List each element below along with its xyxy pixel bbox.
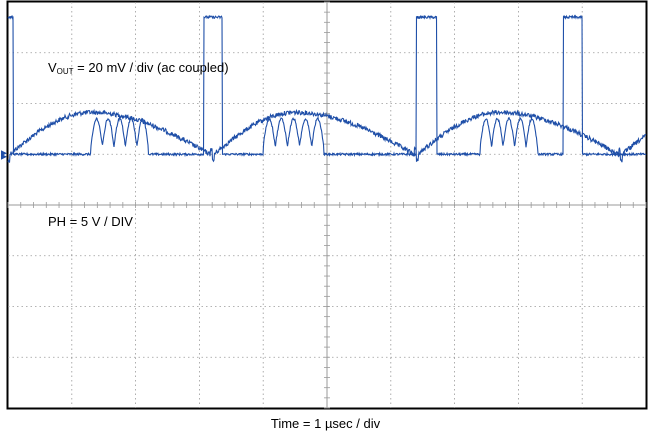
vout-channel-label: VOUT = 20 mV / div (ac coupled)	[48, 60, 229, 76]
vout-label-subscript: OUT	[56, 67, 74, 76]
x-axis-label: Time = 1 µsec / div	[270, 416, 381, 431]
ph-trace	[7, 14, 647, 158]
traces	[7, 14, 647, 163]
ph-ground-marker	[1, 150, 7, 157]
channel-markers	[1, 150, 7, 160]
ph-channel-label: PH = 5 V / DIV	[48, 214, 133, 229]
vout-trace	[7, 108, 647, 163]
vout-label-prefix: V	[48, 60, 57, 75]
vout-label-suffix: = 20 mV / div (ac coupled)	[73, 60, 229, 75]
